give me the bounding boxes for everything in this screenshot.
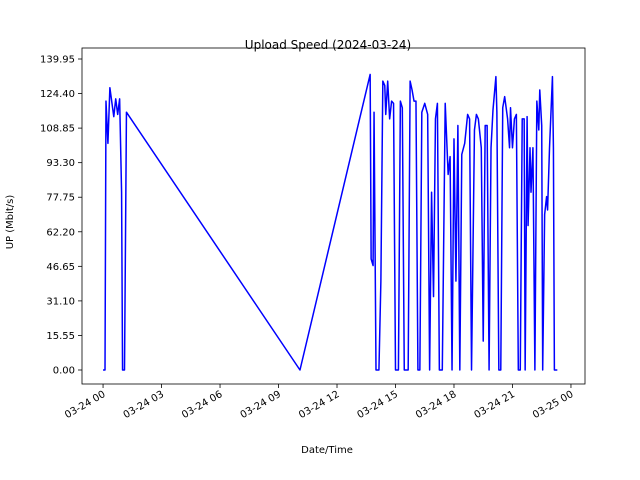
plot-frame (81, 47, 586, 385)
y-tick-label: 77.75 (46, 193, 75, 204)
y-tick-label: 124.40 (40, 89, 75, 100)
line (103, 73, 558, 371)
x-axis-label: Date/Time (301, 445, 353, 456)
y-tick-label: 31.10 (46, 296, 75, 307)
y-tick-label: 46.65 (46, 262, 75, 273)
y-tick-label: 62.20 (46, 227, 75, 238)
y-tick-label: 139.95 (40, 55, 75, 66)
y-axis-label: UP (Mbit/s) (5, 195, 16, 250)
chart-title: Upload Speed (2024-03-24) (245, 38, 411, 52)
y-tick-label: 15.55 (46, 331, 75, 342)
y-tick-label: 93.30 (46, 158, 75, 169)
y-tick-label: 0.00 (53, 366, 75, 377)
y-tick-label: 108.85 (40, 124, 75, 135)
